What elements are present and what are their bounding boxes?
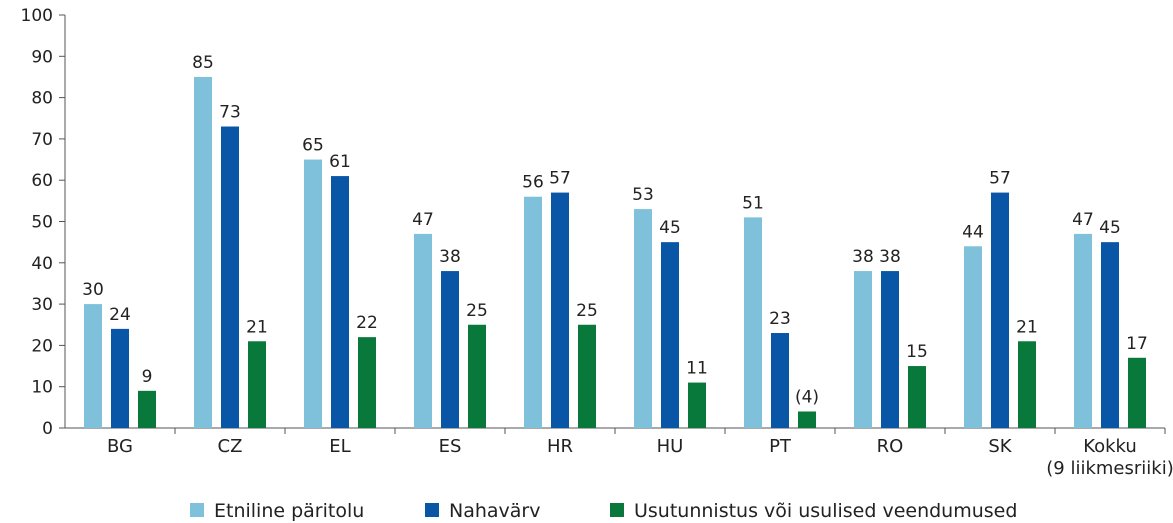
x-tick-label: HU (656, 436, 684, 457)
data-label: 57 (549, 169, 571, 189)
data-label: 11 (686, 359, 708, 379)
legend-swatch (425, 503, 439, 517)
bar (194, 76, 212, 428)
y-tick-label: 100 (21, 6, 53, 26)
data-label: 61 (329, 152, 351, 172)
legend-swatch (610, 503, 624, 517)
y-tick-label: 70 (31, 130, 53, 150)
bar (771, 333, 789, 428)
bar (221, 126, 239, 428)
y-tick-label: 10 (31, 378, 53, 398)
x-tick-label: Kokku (9 liikmesriiki) (1046, 436, 1173, 479)
data-label: 38 (852, 247, 874, 267)
data-label: 23 (769, 309, 791, 329)
y-tick-label: 0 (42, 419, 53, 439)
bar (358, 337, 376, 428)
data-label: 9 (142, 367, 153, 387)
bar (854, 271, 872, 428)
data-label: 25 (466, 301, 488, 321)
bar (881, 271, 899, 428)
y-tick-label: 50 (31, 213, 53, 233)
data-label: 85 (192, 53, 214, 73)
bar (661, 242, 679, 428)
bar (304, 159, 322, 429)
bar (578, 324, 596, 428)
y-tick-label: 90 (31, 47, 53, 67)
bar (634, 209, 652, 428)
data-label: 38 (439, 247, 461, 267)
data-label: 44 (962, 222, 984, 242)
bar (1018, 341, 1036, 428)
y-tick-label: 20 (31, 336, 53, 356)
data-label: (4) (795, 387, 819, 407)
x-tick-label: SK (988, 436, 1012, 457)
y-tick-label: 60 (31, 171, 53, 191)
x-tick-label: ES (438, 436, 462, 457)
data-label: 15 (906, 342, 928, 362)
bar (908, 366, 926, 428)
legend-label: Usutunnistus või usulised veendumused (634, 500, 1017, 522)
y-tick-label: 30 (31, 295, 53, 315)
y-tick-label: 80 (31, 89, 53, 109)
x-tick-label: HR (546, 436, 574, 457)
data-label: 17 (1126, 334, 1148, 354)
data-label: 21 (246, 317, 268, 337)
y-tick-label: 40 (31, 254, 53, 274)
x-tick-label: RO (876, 436, 904, 457)
data-label: 21 (1016, 317, 1038, 337)
bar (111, 328, 129, 428)
legend-swatch (190, 503, 204, 517)
bar (551, 192, 569, 428)
data-label: 45 (1099, 218, 1121, 238)
bar (84, 304, 102, 428)
data-label: 45 (659, 218, 681, 238)
bar (468, 324, 486, 428)
data-label: 22 (356, 313, 378, 333)
bar (964, 246, 982, 428)
legend-label: Etniline päritolu (214, 500, 364, 522)
x-tick-label: BG (107, 436, 133, 457)
data-label: 51 (742, 193, 764, 213)
bar (414, 233, 432, 428)
data-label: 47 (1072, 210, 1094, 230)
bar (688, 382, 706, 428)
data-label: 25 (576, 301, 598, 321)
x-tick-label: PT (769, 436, 791, 457)
bar (991, 192, 1009, 428)
data-label: 65 (302, 136, 324, 156)
bar (1101, 242, 1119, 428)
data-label: 56 (522, 173, 544, 193)
data-label: 30 (82, 280, 104, 300)
bar (744, 217, 762, 428)
x-tick-label: CZ (217, 436, 243, 457)
bar (524, 196, 542, 428)
bar (248, 341, 266, 428)
data-label: 57 (989, 169, 1011, 189)
x-tick-label: EL (329, 436, 351, 457)
bar (331, 176, 349, 428)
bar (798, 411, 816, 428)
bar (1074, 233, 1092, 428)
data-label: 53 (632, 185, 654, 205)
data-label: 24 (109, 305, 131, 325)
data-label: 47 (412, 210, 434, 230)
bar (1128, 357, 1146, 428)
legend-label: Nahavärv (449, 500, 540, 522)
data-label: 38 (879, 247, 901, 267)
bar (441, 271, 459, 428)
data-label: 73 (219, 103, 241, 123)
bar (138, 390, 156, 428)
